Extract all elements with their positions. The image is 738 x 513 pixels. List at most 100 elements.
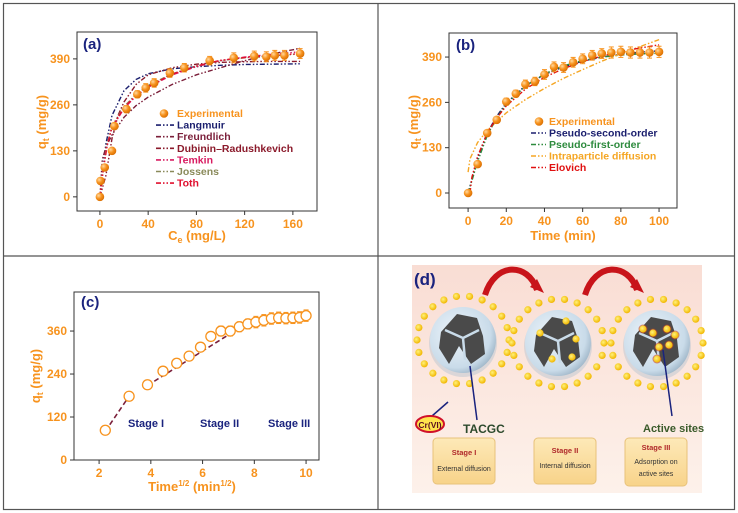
- cr-vi-ion: [672, 379, 680, 387]
- cr-vi-ion: [593, 363, 601, 371]
- cr-vi-ion: [683, 372, 691, 380]
- stage-iii-description: Adsorption on: [634, 459, 677, 466]
- x-tick-label: 6: [199, 466, 206, 480]
- experimental-point: [521, 79, 530, 89]
- adsorbed-cr-vi-ion: [548, 355, 556, 363]
- cr-vi-ion: [646, 295, 655, 304]
- cr-vi-ion: [489, 369, 497, 377]
- cr-vi-ion: [560, 295, 569, 304]
- cr-vi-ion: [478, 296, 486, 304]
- experimental-point: [133, 89, 142, 99]
- experimental-point: [165, 68, 175, 78]
- cr-vi-ion: [692, 315, 700, 323]
- cr-vi-ion: [452, 292, 461, 301]
- cr-vi-ion: [503, 324, 511, 332]
- y-tick-label: 0: [63, 190, 70, 204]
- legend-label-intraparticle-diffusion: Intraparticle diffusion: [549, 151, 656, 163]
- adsorbed-cr-vi-ion: [562, 317, 570, 325]
- cr-vi-ion: [535, 379, 543, 387]
- x-tick-label: 100: [649, 214, 669, 228]
- cr-vi-ion: [489, 303, 497, 311]
- cr-vi-ion: [614, 315, 622, 323]
- cr-vi-ion: [683, 306, 691, 314]
- y-tick-label: 260: [422, 95, 442, 109]
- experimental-point: [607, 48, 616, 57]
- experimental-point: [635, 48, 645, 57]
- cr-vi-ion: [659, 382, 668, 391]
- experimental-point: [511, 89, 521, 98]
- cr-vi-ion: [699, 339, 707, 347]
- cr-vi-ion: [609, 327, 617, 335]
- y-tick-label: 390: [50, 52, 70, 66]
- experimental-point: [280, 51, 289, 60]
- tacgc-label: TACGC: [463, 422, 505, 436]
- x-tick-label: 40: [141, 217, 155, 231]
- adsorbed-cr-vi-ion: [536, 329, 544, 337]
- legend-label-elovich: Elovich: [549, 162, 586, 174]
- cr-vi-ion: [508, 339, 516, 347]
- cr-vi-ion: [510, 351, 518, 359]
- legend-label-temkin: Temkin: [177, 154, 213, 166]
- panel-d-mechanism-illustration: (d) Cr(VI) TACGC Active sites Stage I Ex…: [412, 265, 707, 493]
- stage-arrow-icon: [582, 266, 640, 297]
- arrow-head-icon: [630, 279, 644, 293]
- cr-pointer-line: [431, 401, 449, 417]
- panel-c-y-axis-title: qt (mg/g): [28, 349, 45, 403]
- experimental-point: [473, 159, 482, 169]
- experimental-point: [540, 70, 549, 79]
- panel-b-y-axis-title: qt (mg/g): [406, 95, 423, 149]
- cr-vi-ion: [584, 306, 592, 314]
- panel-a-isotherm-chart: 0 40 80 120 160 0 130 260 390 ExperimentalLangmui…: [50, 31, 318, 231]
- experimental-point: [95, 192, 105, 202]
- experimental-point: [249, 51, 259, 61]
- y-tick-label: 390: [422, 50, 442, 64]
- experimental-point: [492, 115, 502, 125]
- experimental-point: [616, 47, 626, 57]
- stage-i-annotation: Stage I: [128, 418, 164, 430]
- cr-vi-ion: [600, 339, 608, 347]
- x-tick-label: 2: [96, 466, 103, 480]
- experimental-point: [559, 63, 568, 72]
- legend-label-pseudo-second-order: Pseudo-second-order: [549, 128, 658, 140]
- cr-vi-ion: [524, 306, 532, 314]
- legend-label-langmuir: Langmuir: [177, 120, 225, 132]
- cr-vi-ion: [593, 315, 601, 323]
- cr-vi-ion: [510, 327, 518, 335]
- experimental-point: [300, 309, 312, 322]
- cr-vi-ion: [413, 336, 421, 344]
- stage-i-description: External diffusion: [437, 466, 491, 473]
- adsorbed-cr-vi-ion: [572, 335, 580, 343]
- legend-label-experimental: Experimental: [549, 116, 615, 128]
- experimental-point: [141, 379, 154, 391]
- cr-vi-ion: [634, 299, 642, 307]
- cr-vi-ion: [515, 315, 523, 323]
- panel-b-label: (b): [456, 37, 475, 54]
- adsorbed-cr-vi-ion: [671, 331, 679, 339]
- experimental-point: [229, 53, 239, 63]
- legend-label-experimental: Experimental: [177, 108, 243, 120]
- experimental-point: [183, 350, 195, 362]
- experimental-point: [463, 188, 473, 198]
- cr-vi-ion: [573, 299, 581, 307]
- cr-vi-ion: [503, 348, 511, 356]
- stage-i-box: Stage I External diffusion: [432, 437, 496, 485]
- cr-vi-ion: [478, 376, 486, 384]
- experimental-point: [501, 97, 511, 106]
- cr-vi-ion: [623, 372, 631, 380]
- panel-a-x-axis-title: Ce (mg/L): [168, 228, 226, 245]
- experimental-point: [157, 365, 169, 377]
- cr-vi-ion: [420, 312, 428, 320]
- experimental-point: [96, 176, 105, 186]
- cr-vi-ion: [614, 363, 622, 371]
- cr-vi-ion: [623, 306, 631, 314]
- cr-vi-label: Cr(VI): [418, 420, 441, 430]
- stage-iii-box: Stage III Adsorption on active sites: [624, 437, 688, 487]
- experimental-point: [171, 357, 183, 369]
- experimental-point: [262, 52, 271, 62]
- legend-label-freundlich: Freundlich: [177, 131, 231, 143]
- experimental-point: [149, 78, 159, 88]
- x-tick-label: 40: [538, 214, 552, 228]
- x-tick-label: 80: [614, 214, 628, 228]
- stage-iii-title: Stage III: [642, 443, 671, 452]
